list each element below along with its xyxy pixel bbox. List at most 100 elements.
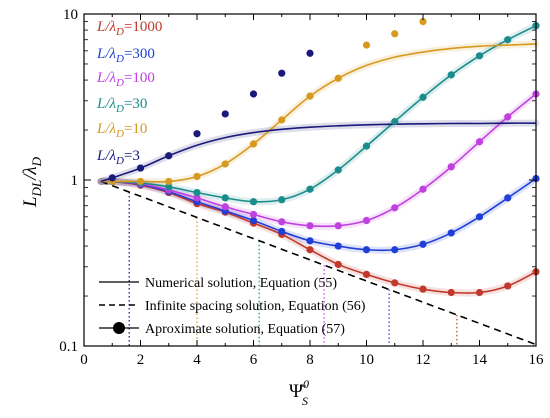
x-axis-title-sup: 0 <box>303 377 309 391</box>
marker-4-2 <box>165 177 173 186</box>
marker-0-12 <box>447 288 455 297</box>
x-tick-label-1: 2 <box>137 352 145 368</box>
marker-3-4 <box>221 194 229 202</box>
marker-1-11 <box>419 240 427 248</box>
series-glow-3 <box>97 22 540 206</box>
marker-5-0 <box>108 174 116 182</box>
series-line-5 <box>100 122 537 183</box>
marker-2-12 <box>447 163 455 171</box>
series-label-1000: L/λD=1000 <box>96 19 162 38</box>
marker-4-10 <box>391 30 399 38</box>
marker-3-9 <box>362 142 371 150</box>
marker-3-10 <box>391 117 399 126</box>
marker-2-14 <box>504 113 512 121</box>
marker-3-14 <box>504 36 512 44</box>
marker-1-9 <box>362 246 371 254</box>
x-tick-label-3: 6 <box>250 352 258 368</box>
y-axis-title-den: /λ <box>20 166 41 181</box>
series-labels: L/λD=1000 L/λD=300 L/λD=100 L/λD=30 L/λD… <box>96 19 162 167</box>
marker-4-6 <box>278 116 286 124</box>
marker-5-3 <box>193 130 201 138</box>
marker-0-9 <box>362 270 371 278</box>
marker-0-8 <box>334 260 342 269</box>
series-label-10: L/λD=10 <box>96 121 147 140</box>
infinite-spacing-line <box>100 180 537 346</box>
x-tick-label-0: 0 <box>80 352 88 368</box>
marker-3-3 <box>193 188 201 197</box>
y-tick-label-1: 1 <box>71 173 79 189</box>
x-tick-label-5: 10 <box>359 352 374 368</box>
marker-0-7 <box>306 246 314 254</box>
marker-3-5 <box>249 198 258 206</box>
marker-2-13 <box>475 138 484 146</box>
x-axis-title-main: Ψ̄ <box>289 381 306 402</box>
series-label-3: L/λD=3 <box>96 148 140 167</box>
x-tick-label-6: 12 <box>416 352 431 368</box>
marker-0-13 <box>475 288 484 297</box>
marker-1-5 <box>249 216 258 225</box>
marker-2-4 <box>221 203 229 211</box>
legend-marker-dot <box>113 322 125 334</box>
marker-3-6 <box>278 196 286 204</box>
y-axis-title-main: L <box>20 196 41 208</box>
marker-3-13 <box>475 52 484 60</box>
y-axis-title: LDL/λD <box>20 156 44 208</box>
marker-2-8 <box>334 222 342 230</box>
marker-3-2 <box>165 183 173 191</box>
marker-0-10 <box>391 279 399 287</box>
marker-1-10 <box>391 246 399 254</box>
marker-1-14 <box>504 194 512 202</box>
axis-ticks: 0 2 4 6 8 10 12 14 16 0.1 1 10 <box>59 7 544 368</box>
marker-5-1 <box>136 164 145 172</box>
y-axis-title-den-sub: D <box>29 156 44 167</box>
marker-4-11 <box>419 17 427 26</box>
series-label-100: L/λD=100 <box>96 70 155 89</box>
x-tick-label-4: 8 <box>306 352 314 368</box>
marker-2-9 <box>362 216 371 225</box>
x-axis-title-sub: S <box>302 394 308 408</box>
marker-4-5 <box>249 140 258 148</box>
marker-0-11 <box>419 285 427 293</box>
marker-4-8 <box>334 74 342 82</box>
marker-2-3 <box>193 194 201 202</box>
marker-2-5 <box>249 210 258 219</box>
marker-2-7 <box>306 222 314 230</box>
y-axis-title-sub: DL <box>29 180 44 198</box>
marker-5-2 <box>165 152 173 160</box>
marker-5-4 <box>221 110 229 118</box>
x-tick-label-8: 16 <box>529 352 545 368</box>
plot-area <box>97 17 540 346</box>
series-line-3 <box>100 25 537 203</box>
marker-2-6 <box>278 218 286 226</box>
x-axis-title: Ψ̄0 S <box>289 377 309 408</box>
marker-5-7 <box>306 49 314 57</box>
marker-3-8 <box>334 166 342 174</box>
x-tick-label-7: 14 <box>472 352 488 368</box>
marker-4-4 <box>221 160 229 168</box>
marker-3-12 <box>447 71 455 79</box>
marker-1-7 <box>306 237 314 245</box>
marker-1-6 <box>278 227 286 236</box>
marker-4-9 <box>362 41 371 49</box>
series-label-300: L/λD=300 <box>96 46 155 65</box>
legend-label-infinite: Infinite spacing solution, Equation (56) <box>145 299 366 314</box>
legend: Numerical solution, Equation (55) Infini… <box>99 276 366 337</box>
marker-5-6 <box>278 69 286 77</box>
marker-1-13 <box>475 213 484 221</box>
marker-0-14 <box>504 282 512 290</box>
marker-3-7 <box>306 185 314 193</box>
series-label-30: L/λD=30 <box>96 96 147 115</box>
marker-1-8 <box>334 242 342 250</box>
y-tick-label-0: 0.1 <box>59 339 78 355</box>
legend-label-approximate: Aproximate solution, Equation (57) <box>145 322 345 337</box>
marker-4-1 <box>136 177 145 186</box>
marker-4-3 <box>193 172 201 181</box>
marker-5-5 <box>249 90 258 98</box>
y-tick-label-2: 10 <box>63 7 78 23</box>
marker-2-11 <box>419 185 427 193</box>
marker-1-12 <box>447 229 455 237</box>
legend-label-numerical: Numerical solution, Equation (55) <box>145 276 337 291</box>
marker-2-10 <box>391 204 399 212</box>
marker-4-7 <box>306 92 314 100</box>
